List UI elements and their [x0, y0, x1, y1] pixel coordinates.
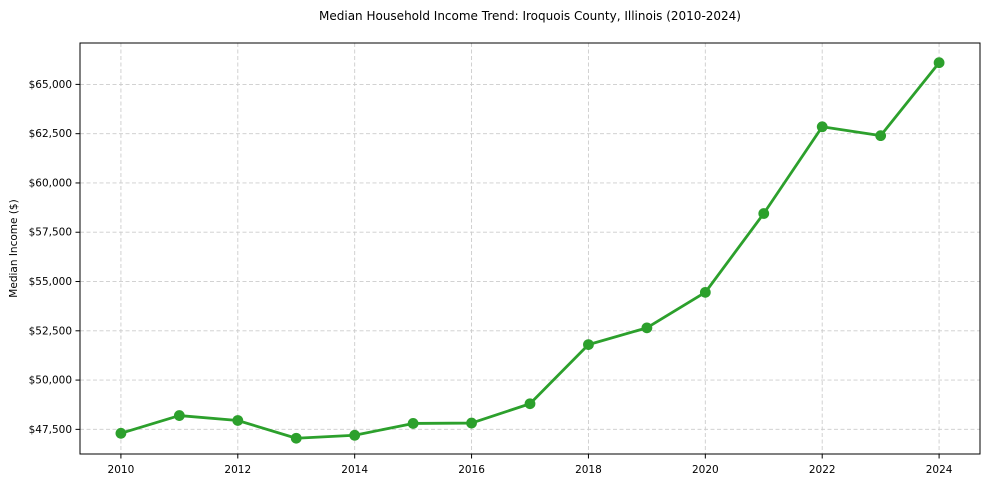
y-tick-label: $57,500	[29, 227, 72, 239]
data-point-marker	[875, 130, 887, 142]
x-tick-label: 2012	[224, 464, 251, 476]
data-point-marker	[524, 398, 536, 410]
data-point-marker	[407, 418, 419, 429]
data-point-marker	[758, 208, 770, 219]
chart-title: Median Household Income Trend: Iroquois …	[319, 9, 741, 23]
data-point-marker	[115, 427, 127, 439]
data-point-marker	[290, 432, 302, 444]
x-tick-label: 2020	[692, 464, 719, 476]
y-tick-label: $60,000	[29, 177, 72, 189]
data-point-marker	[699, 286, 711, 298]
x-tick-label: 2010	[108, 464, 135, 476]
data-point-marker	[816, 121, 828, 133]
x-tick-label: 2016	[458, 464, 485, 476]
y-tick-label: $62,500	[29, 128, 72, 140]
x-tick-label: 2022	[809, 464, 836, 476]
x-tick-label: 2018	[575, 464, 602, 476]
x-tick-label: 2024	[926, 464, 953, 476]
y-tick-label: $65,000	[29, 79, 72, 91]
y-tick-label: $47,500	[29, 424, 72, 436]
plot-border	[79, 42, 981, 455]
data-point-marker	[466, 417, 477, 429]
data-point-marker	[232, 415, 244, 426]
data-point-marker	[349, 429, 361, 441]
x-tick-label: 2014	[341, 464, 368, 476]
data-point-marker	[641, 322, 653, 334]
data-point-marker	[173, 410, 185, 421]
y-tick-label: $52,500	[29, 325, 72, 337]
data-point-marker	[933, 57, 945, 69]
data-point-marker	[583, 339, 594, 350]
y-tick-label: $55,000	[29, 276, 72, 288]
y-tick-label: $50,000	[29, 375, 72, 387]
data-line	[119, 61, 941, 440]
y-axis-label: Median Income ($)	[8, 199, 20, 297]
